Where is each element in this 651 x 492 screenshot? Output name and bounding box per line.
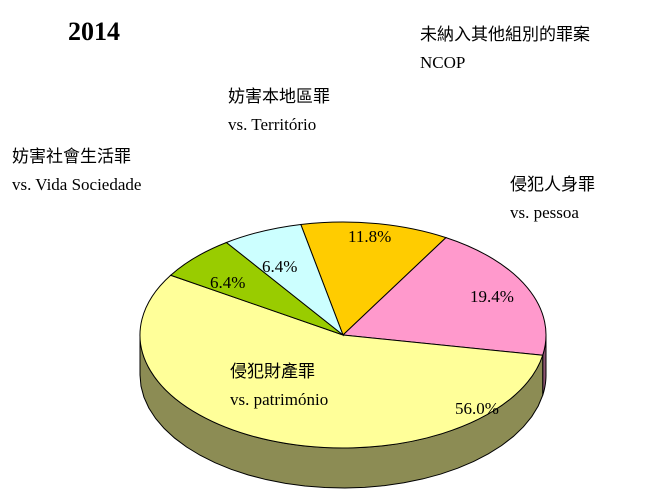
category-label: 侵犯財產罪 bbox=[230, 362, 315, 381]
data-label: 6.4% bbox=[262, 257, 297, 276]
pie-slice bbox=[225, 223, 345, 337]
category-label: 妨害社會生活罪 bbox=[12, 147, 131, 166]
chart-title: 2014 bbox=[68, 17, 120, 46]
data-label: 56.0% bbox=[455, 399, 499, 418]
category-label: vs. pessoa bbox=[510, 203, 579, 222]
data-label: 11.8% bbox=[348, 227, 391, 246]
category-label: 未納入其他組別的罪案 bbox=[420, 25, 590, 44]
data-label: 6.4% bbox=[210, 273, 245, 292]
category-label: vs. património bbox=[230, 390, 328, 409]
category-label: vs. Vida Sociedade bbox=[12, 175, 141, 194]
pie-slice bbox=[300, 221, 447, 336]
pie-slice bbox=[341, 237, 547, 356]
category-label: NCOP bbox=[420, 53, 465, 72]
data-label: 19.4% bbox=[470, 287, 514, 306]
category-label: vs. Território bbox=[228, 115, 316, 134]
pie-slice bbox=[139, 274, 544, 449]
category-label: 侵犯人身罪 bbox=[510, 175, 595, 194]
category-label: 妨害本地區罪 bbox=[228, 87, 330, 106]
